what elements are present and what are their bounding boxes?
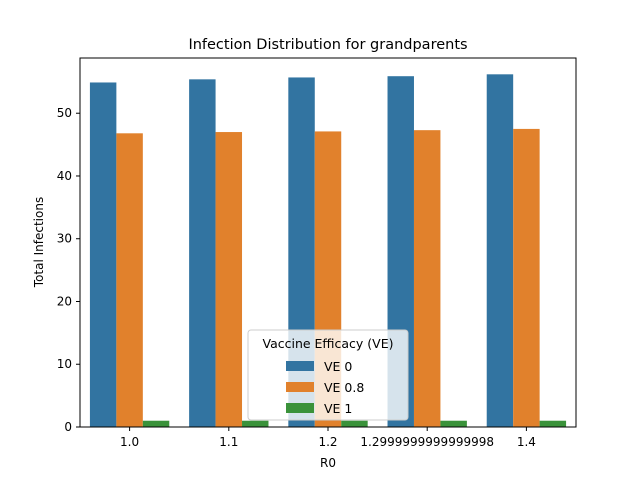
- y-tick-label: 20: [57, 294, 72, 308]
- chart-title: Infection Distribution for grandparents: [188, 37, 467, 53]
- legend-box: [247, 329, 409, 421]
- y-axis-label: Total Infections: [32, 197, 46, 288]
- y-tick-label: 40: [57, 169, 72, 183]
- bar-ve-1-2: [341, 420, 368, 427]
- y-tick-label: 30: [57, 232, 72, 246]
- legend-entry-label: VE 0: [324, 359, 352, 374]
- x-axis-label: R0: [320, 456, 336, 470]
- x-tick-label: 1.4: [517, 435, 536, 449]
- bar-ve-1-1: [242, 420, 269, 427]
- x-tick-label: 1.1: [219, 435, 238, 449]
- x-tick-label: 1.0: [120, 435, 139, 449]
- legend-entry-label: VE 1: [324, 401, 352, 416]
- bar-ve-1-4: [539, 420, 567, 427]
- legend-swatch: [286, 403, 314, 413]
- legend-title: Vaccine Efficacy (VE): [262, 336, 393, 351]
- y-tick-label: 10: [57, 357, 72, 371]
- bar-ve-0-1: [189, 79, 216, 427]
- legend-swatch: [286, 361, 314, 371]
- bar-ve-0_8-1: [215, 132, 243, 427]
- x-tick-label: 1.2: [318, 435, 337, 449]
- bar-ve-0-0: [89, 82, 117, 427]
- legend-entry-label: VE 0.8: [324, 380, 364, 395]
- bar-ve-1-3: [440, 420, 467, 427]
- bar-ve-1-0: [142, 420, 170, 427]
- legend-swatch: [286, 382, 314, 392]
- bar-ve-0-4: [486, 74, 514, 427]
- bar-ve-0_8-0: [116, 133, 143, 427]
- x-axis: 1.0 1.1 1.2 1.2999999999999998 1.4: [120, 427, 536, 449]
- y-tick-label: 0: [64, 420, 72, 434]
- y-tick-label: 50: [57, 106, 72, 120]
- legend: Vaccine Efficacy (VE) VE 0 VE 0.8 VE 1: [247, 329, 409, 421]
- y-axis: 0 10 20 30 40 50: [57, 106, 80, 434]
- bar-ve-0_8-3: [413, 130, 441, 427]
- x-tick-label: 1.2999999999999998: [360, 435, 494, 449]
- bar-ve-0_8-4: [513, 128, 540, 427]
